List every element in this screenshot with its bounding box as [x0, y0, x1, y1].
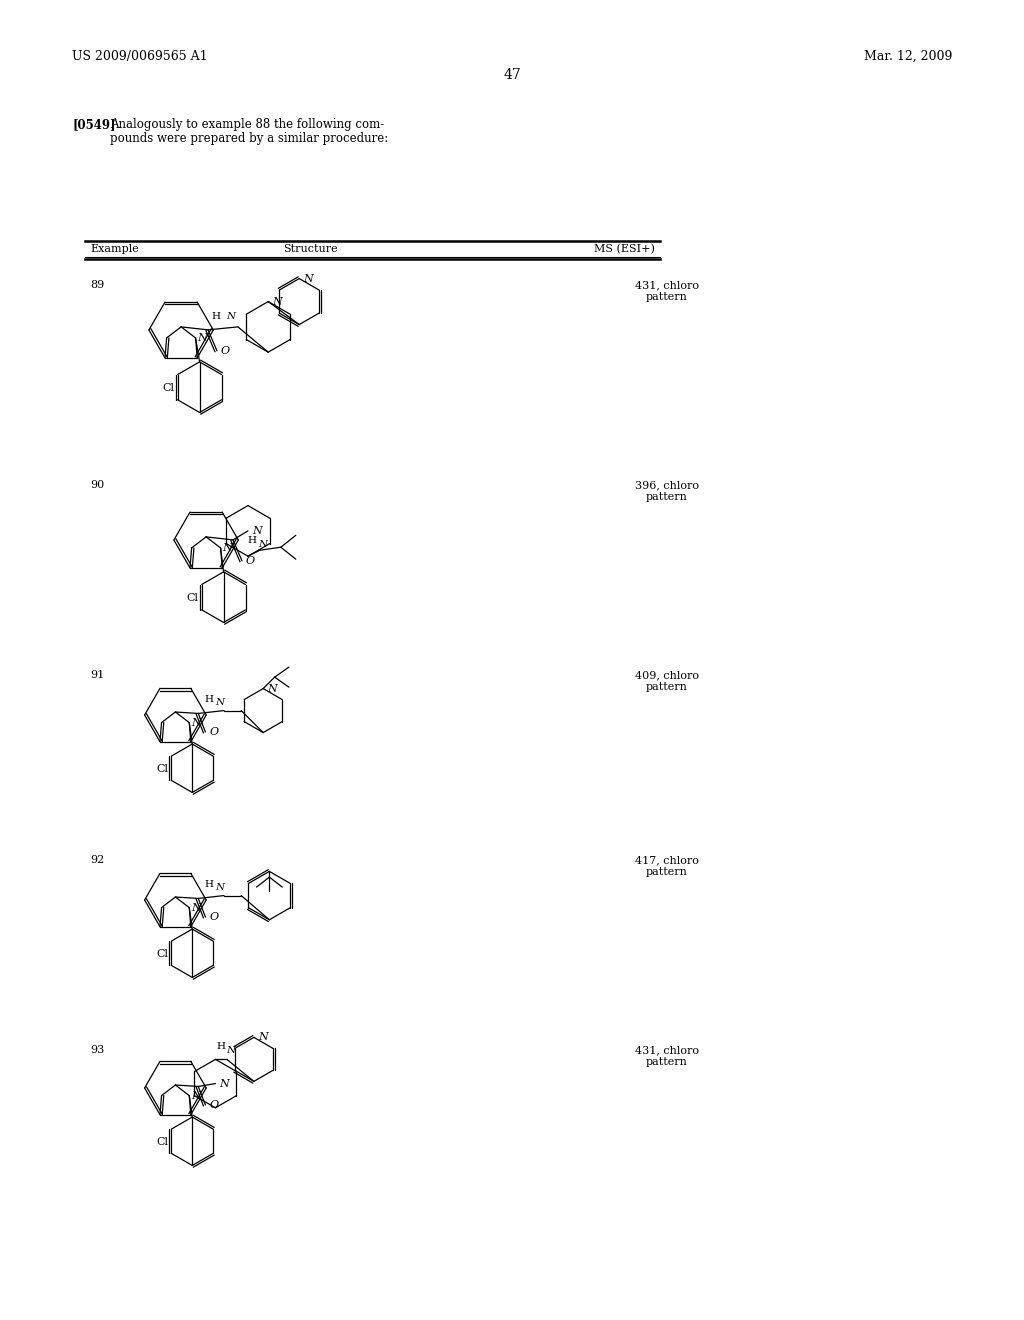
Text: 417, chloro
pattern: 417, chloro pattern [635, 855, 698, 876]
Text: 93: 93 [90, 1045, 104, 1055]
Text: MS (ESI+): MS (ESI+) [594, 244, 655, 255]
Text: N: N [258, 540, 267, 549]
Text: Mar. 12, 2009: Mar. 12, 2009 [863, 50, 952, 63]
Text: 409, chloro
pattern: 409, chloro pattern [635, 671, 699, 692]
Text: N: N [215, 698, 224, 708]
Text: N: N [191, 1090, 201, 1101]
Text: 396, chloro
pattern: 396, chloro pattern [635, 480, 699, 502]
Text: H: H [205, 696, 214, 704]
Text: pounds were prepared by a similar procedure:: pounds were prepared by a similar proced… [110, 132, 388, 145]
Text: Cl: Cl [157, 949, 168, 960]
Text: H: H [212, 313, 221, 321]
Text: N: N [191, 718, 201, 727]
Text: US 2009/0069565 A1: US 2009/0069565 A1 [72, 50, 208, 63]
Text: 91: 91 [90, 671, 104, 680]
Text: H: H [248, 536, 256, 545]
Text: N: N [222, 543, 232, 553]
Text: 92: 92 [90, 855, 104, 865]
Text: Cl: Cl [163, 383, 175, 392]
Text: Analogously to example 88 the following com-: Analogously to example 88 the following … [110, 117, 384, 131]
Text: N: N [215, 883, 224, 892]
Text: [0549]: [0549] [72, 117, 116, 131]
Text: N: N [226, 313, 236, 321]
Text: 89: 89 [90, 280, 104, 290]
Text: N: N [191, 903, 201, 912]
Text: H: H [217, 1043, 225, 1051]
Text: 431, chloro
pattern: 431, chloro pattern [635, 1045, 699, 1067]
Text: N: N [226, 1047, 236, 1056]
Text: N: N [272, 297, 282, 306]
Text: N: N [219, 1078, 229, 1089]
Text: Cl: Cl [157, 1137, 168, 1147]
Text: O: O [210, 727, 218, 737]
Text: O: O [221, 346, 230, 356]
Text: N: N [267, 684, 276, 693]
Text: Structure: Structure [283, 244, 337, 253]
Text: N: N [258, 1032, 267, 1043]
Text: O: O [210, 1100, 218, 1110]
Text: O: O [210, 912, 218, 923]
Text: N: N [198, 333, 207, 343]
Text: 431, chloro
pattern: 431, chloro pattern [635, 280, 699, 301]
Text: Cl: Cl [186, 593, 199, 602]
Text: N: N [303, 273, 313, 284]
Text: Example: Example [90, 244, 138, 253]
Text: 47: 47 [503, 69, 521, 82]
Text: Cl: Cl [157, 764, 168, 774]
Text: 90: 90 [90, 480, 104, 490]
Text: H: H [205, 880, 214, 888]
Text: N: N [252, 525, 262, 536]
Text: O: O [246, 556, 255, 566]
